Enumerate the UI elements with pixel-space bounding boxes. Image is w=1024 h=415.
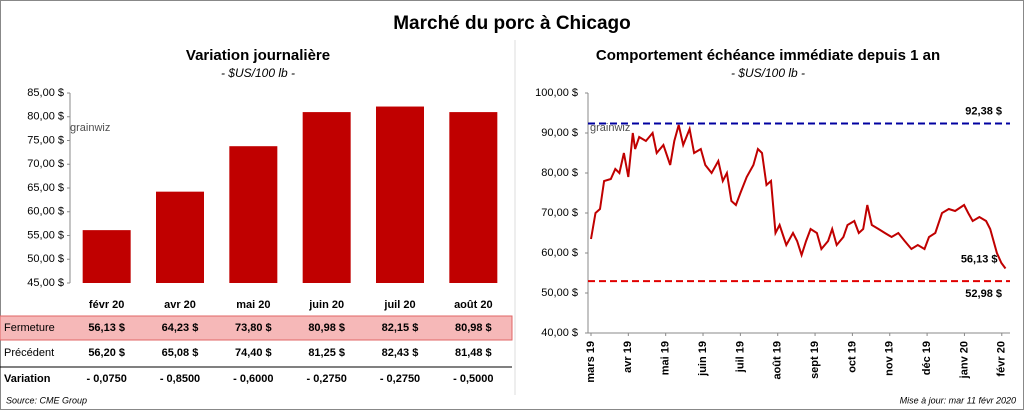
- y-tick-label: 55,00 $: [27, 229, 64, 241]
- x-tick-label: août 20: [454, 299, 493, 311]
- chart-title: Comportement échéance immédiate depuis 1…: [596, 47, 940, 64]
- x-tick-label: nov 19: [884, 341, 896, 376]
- y-tick-label: 80,00 $: [27, 111, 64, 123]
- x-tick-label: févr 20: [89, 299, 124, 311]
- y-tick-label: 60,00 $: [27, 206, 64, 218]
- chart-subtitle: - $US/100 lb -: [731, 66, 805, 80]
- table-cell: 80,98 $: [308, 322, 345, 334]
- chart-subtitle: - $US/100 lb -: [221, 66, 295, 80]
- updated: Mise à jour: mar 11 févr 2020: [900, 395, 1016, 405]
- row-label: Fermeture: [4, 322, 55, 334]
- table-cell: - 0,2750: [380, 373, 420, 385]
- reference-label: 92,38 $: [965, 105, 1002, 117]
- table-cell: 74,40 $: [235, 347, 272, 359]
- bar: [156, 191, 204, 283]
- x-tick-label: juin 20: [308, 299, 344, 311]
- table-cell: 56,20 $: [88, 347, 125, 359]
- price-line: [590, 124, 1007, 270]
- table-cell: - 0,0750: [86, 373, 126, 385]
- source: Source: CME Group: [6, 395, 87, 405]
- y-tick-label: 75,00 $: [27, 134, 64, 146]
- watermark: grainwiz: [70, 122, 110, 134]
- y-tick-label: 50,00 $: [541, 287, 578, 299]
- y-tick-label: 70,00 $: [541, 207, 578, 219]
- table-cell: 65,08 $: [162, 347, 199, 359]
- x-tick-label: sept 19: [809, 341, 821, 379]
- y-tick-label: 70,00 $: [27, 158, 64, 170]
- last-value-label: 56,13 $: [961, 253, 998, 265]
- y-tick-label: 60,00 $: [541, 247, 578, 259]
- x-tick-label: août 19: [772, 341, 784, 380]
- x-tick-label: mars 19: [585, 341, 597, 383]
- x-tick-label: mai 20: [236, 299, 270, 311]
- y-tick-label: 40,00 $: [541, 327, 578, 339]
- table-cell: - 0,2750: [306, 373, 346, 385]
- bar: [376, 106, 424, 283]
- y-tick-label: 90,00 $: [541, 127, 578, 139]
- table-cell: - 0,5000: [453, 373, 493, 385]
- y-tick-label: 45,00 $: [27, 277, 64, 289]
- x-tick-label: avr 20: [164, 299, 196, 311]
- y-tick-label: 65,00 $: [27, 182, 64, 194]
- row-label: Précédent: [4, 347, 54, 359]
- x-tick-label: déc 19: [921, 341, 933, 375]
- table-cell: 64,23 $: [162, 322, 199, 334]
- bar: [302, 112, 351, 283]
- table-cell: 73,80 $: [235, 322, 272, 334]
- chart-title: Variation journalière: [186, 47, 330, 64]
- table-cell: - 0,6000: [233, 373, 273, 385]
- table-cell: 81,48 $: [455, 347, 492, 359]
- table-cell: 82,43 $: [382, 347, 419, 359]
- table-cell: 80,98 $: [455, 322, 492, 334]
- x-tick-label: juil 19: [734, 341, 746, 373]
- x-tick-label: oct 19: [846, 341, 858, 373]
- x-tick-label: juil 20: [383, 299, 415, 311]
- x-tick-label: mai 19: [660, 341, 672, 375]
- table-cell: 56,13 $: [88, 322, 125, 334]
- table-cell: 82,15 $: [382, 322, 419, 334]
- x-tick-label: juin 19: [697, 341, 709, 377]
- x-tick-label: févr 20: [996, 341, 1008, 376]
- watermark: grainwiz: [590, 122, 630, 134]
- y-tick-label: 80,00 $: [541, 167, 578, 179]
- row-label: Variation: [4, 373, 51, 385]
- reference-label: 52,98 $: [965, 288, 1002, 300]
- bar: [449, 112, 498, 283]
- y-tick-label: 50,00 $: [27, 253, 64, 265]
- table-cell: 81,25 $: [308, 347, 345, 359]
- main-title: Marché du porc à Chicago: [393, 13, 631, 34]
- bar: [82, 230, 131, 283]
- bar: [229, 146, 278, 283]
- x-tick-label: avr 19: [622, 341, 634, 373]
- x-tick-label: janv 20: [958, 341, 970, 379]
- y-tick-label: 100,00 $: [535, 87, 578, 99]
- table-cell: - 0,8500: [160, 373, 200, 385]
- highlight-row: [0, 315, 513, 341]
- y-tick-label: 85,00 $: [27, 87, 64, 99]
